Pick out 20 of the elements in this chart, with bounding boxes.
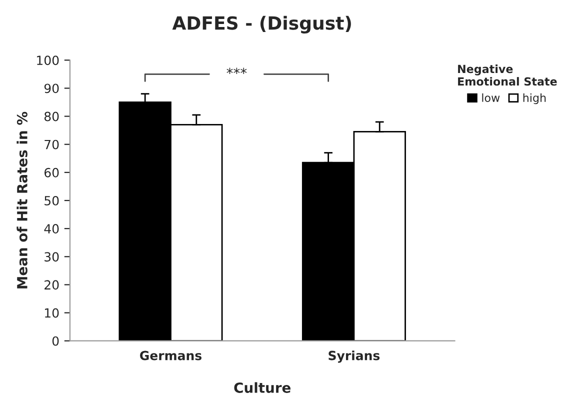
y-tick-label: 90 — [44, 84, 59, 94]
chart-title: ADFES - (Disgust) — [172, 16, 351, 34]
legend-title: Negative Emotional State — [458, 64, 557, 86]
y-tick-label: 60 — [44, 168, 59, 178]
y-tick-label: 100 — [37, 56, 59, 66]
annotation: *** — [226, 68, 247, 74]
legend-label: high — [523, 93, 546, 104]
y-tick-label: 40 — [44, 224, 59, 234]
x-axis-title: Culture — [234, 382, 290, 393]
x-tick-label: Syrians — [328, 350, 380, 363]
y-tick-label: 10 — [45, 308, 59, 318]
y-axis-title: Mean of Hit Rates in % — [16, 112, 28, 288]
y-tick-label: 80 — [44, 112, 59, 122]
x-tick-label: Germans — [140, 350, 202, 360]
y-tick-label: 0 — [52, 336, 59, 346]
y-tick-label: 70 — [44, 140, 59, 150]
y-tick-label: 50 — [44, 196, 59, 206]
y-tick-label: 30 — [44, 252, 59, 262]
legend-label: low — [482, 93, 500, 102]
y-tick-label: 20 — [44, 280, 59, 290]
